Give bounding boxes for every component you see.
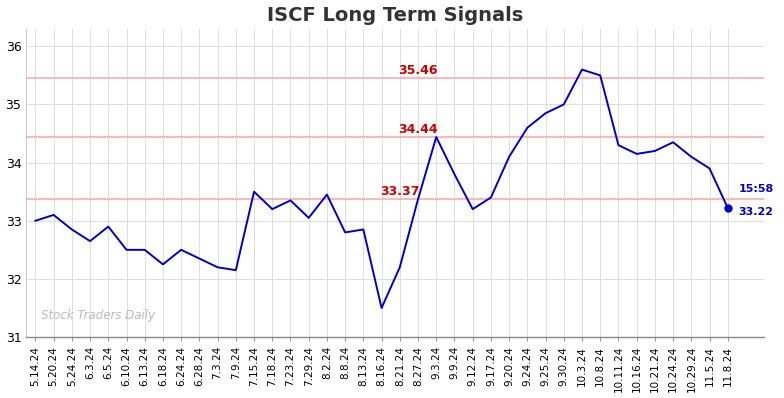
Text: 15:58: 15:58 <box>739 184 774 194</box>
Text: Stock Traders Daily: Stock Traders Daily <box>41 308 155 322</box>
Text: 33.37: 33.37 <box>380 185 419 198</box>
Text: 35.46: 35.46 <box>398 64 437 77</box>
Text: 34.44: 34.44 <box>398 123 437 136</box>
Title: ISCF Long Term Signals: ISCF Long Term Signals <box>267 6 524 25</box>
Text: 33.22: 33.22 <box>739 207 774 217</box>
